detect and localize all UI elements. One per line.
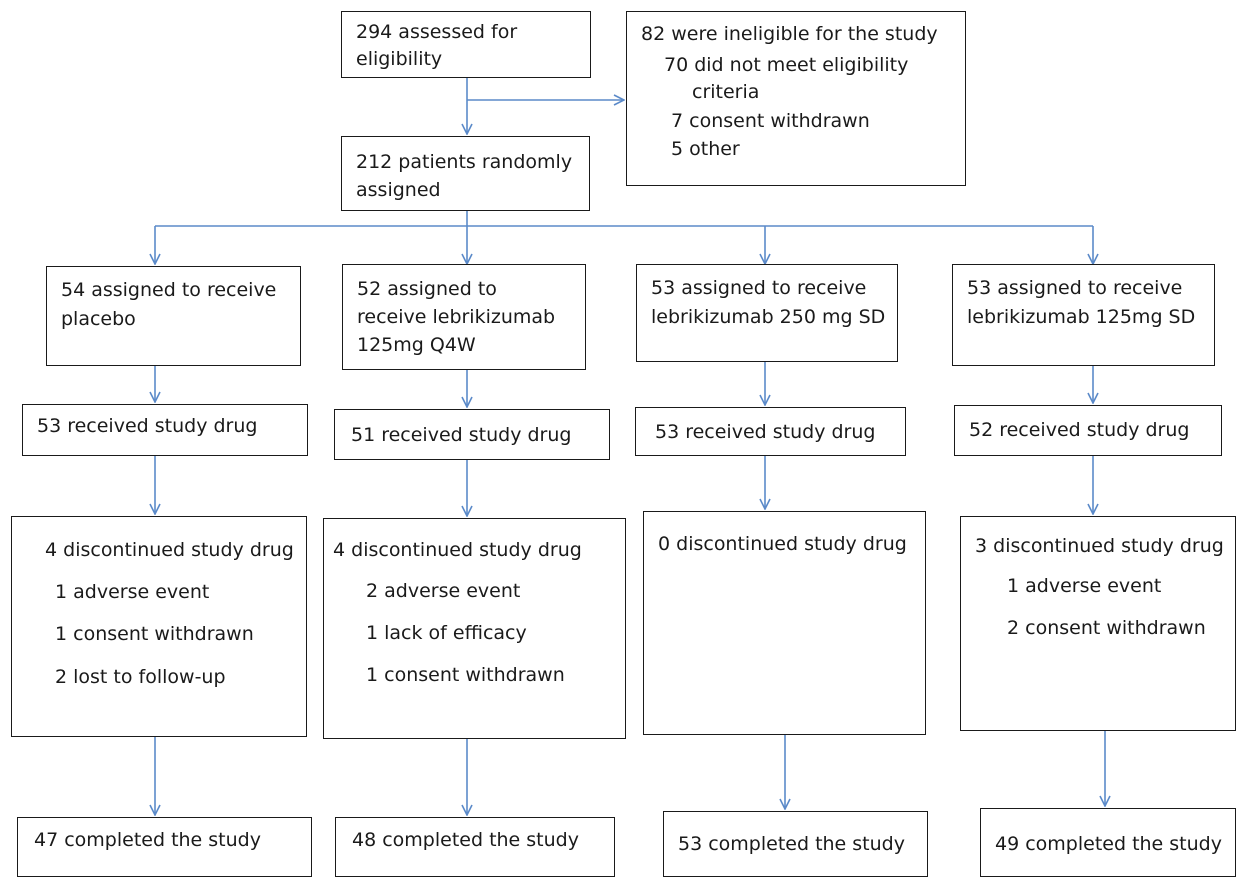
arm4-completed: 49 completed the study xyxy=(995,833,1222,855)
screening-box: 294 assessed for eligibility xyxy=(341,11,591,78)
arm2-assigned-line1: 52 assigned to xyxy=(357,278,497,300)
ineligible-reason-1-cont: criteria xyxy=(692,81,760,103)
arm2-completed: 48 completed the study xyxy=(352,829,579,851)
arm2-reason-1: 2 adverse event xyxy=(366,580,521,602)
arm1-reason-1: 1 adverse event xyxy=(55,581,210,603)
flow-arrows xyxy=(0,78,1236,859)
arm3-received-box: 53 received study drug xyxy=(635,407,906,456)
arm4-discontinued-box: 3 discontinued study drug 1 adverse even… xyxy=(960,516,1236,731)
arm1-received: 53 received study drug xyxy=(37,415,258,437)
arm2-reason-2: 1 lack of efficacy xyxy=(366,622,527,644)
ineligible-reason-1: 70 did not meet eligibility xyxy=(664,54,909,76)
randomized-line2: assigned xyxy=(356,179,441,201)
arm1-assigned-box: 54 assigned to receive placebo xyxy=(46,266,301,366)
randomized-box: 212 patients randomly assigned xyxy=(341,136,590,211)
arm1-assigned-line1: 54 assigned to receive xyxy=(61,279,277,301)
arm3-discontinued-box: 0 discontinued study drug xyxy=(643,511,926,735)
arm4-reason-1: 1 adverse event xyxy=(1007,575,1162,597)
arm3-assigned-line2: lebrikizumab 250 mg SD xyxy=(651,306,886,328)
arm1-discontinued: 4 discontinued study drug xyxy=(45,539,294,561)
arm2-discontinued: 4 discontinued study drug xyxy=(333,539,582,561)
arm2-received-box: 51 received study drug xyxy=(334,409,610,460)
screening-line2: eligibility xyxy=(356,48,443,70)
arm2-received: 51 received study drug xyxy=(351,424,572,446)
randomized-line1: 212 patients randomly xyxy=(356,151,573,173)
arm3-assigned-box: 53 assigned to receive lebrikizumab 250 … xyxy=(636,264,898,362)
arm2-assigned-line3: 125mg Q4W xyxy=(357,334,476,356)
arm2-assigned-box: 52 assigned to receive lebrikizumab 125m… xyxy=(342,264,586,370)
arm2-discontinued-box: 4 discontinued study drug 2 adverse even… xyxy=(323,518,626,739)
arm4-completed-box: 49 completed the study xyxy=(980,808,1236,877)
ineligible-box: 82 were ineligible for the study 70 did … xyxy=(626,11,966,186)
arm3-completed: 53 completed the study xyxy=(678,833,905,855)
arm4-discontinued: 3 discontinued study drug xyxy=(975,535,1224,557)
screening-line1: 294 assessed for xyxy=(356,21,518,43)
arm1-reason-2: 1 consent withdrawn xyxy=(55,623,254,645)
arm3-discontinued: 0 discontinued study drug xyxy=(658,533,907,555)
arm2-assigned-line2: receive lebrikizumab xyxy=(357,306,556,328)
ineligible-reason-2: 7 consent withdrawn xyxy=(671,110,870,132)
arm3-received: 53 received study drug xyxy=(655,421,876,443)
arm2-completed-box: 48 completed the study xyxy=(335,817,615,877)
arm1-discontinued-box: 4 discontinued study drug 1 adverse even… xyxy=(11,516,307,737)
arm1-completed: 47 completed the study xyxy=(34,829,261,851)
arm1-reason-3: 2 lost to follow-up xyxy=(55,666,226,688)
arm4-assigned-box: 53 assigned to receive lebrikizumab 125m… xyxy=(952,264,1215,366)
arm1-received-box: 53 received study drug xyxy=(22,404,308,456)
arm4-received-box: 52 received study drug xyxy=(954,405,1222,456)
arm1-completed-box: 47 completed the study xyxy=(17,817,312,877)
arm3-completed-box: 53 completed the study xyxy=(663,811,928,877)
arm4-received: 52 received study drug xyxy=(969,419,1190,441)
arm4-assigned-line2: lebrikizumab 125mg SD xyxy=(967,306,1196,328)
ineligible-reason-3: 5 other xyxy=(671,138,740,160)
arm1-assigned-line2: placebo xyxy=(61,308,136,330)
arm4-assigned-line1: 53 assigned to receive xyxy=(967,277,1183,299)
ineligible-header: 82 were ineligible for the study xyxy=(641,23,938,45)
arm4-reason-2: 2 consent withdrawn xyxy=(1007,617,1206,639)
arm2-reason-3: 1 consent withdrawn xyxy=(366,664,565,686)
arm3-assigned-line1: 53 assigned to receive xyxy=(651,277,867,299)
